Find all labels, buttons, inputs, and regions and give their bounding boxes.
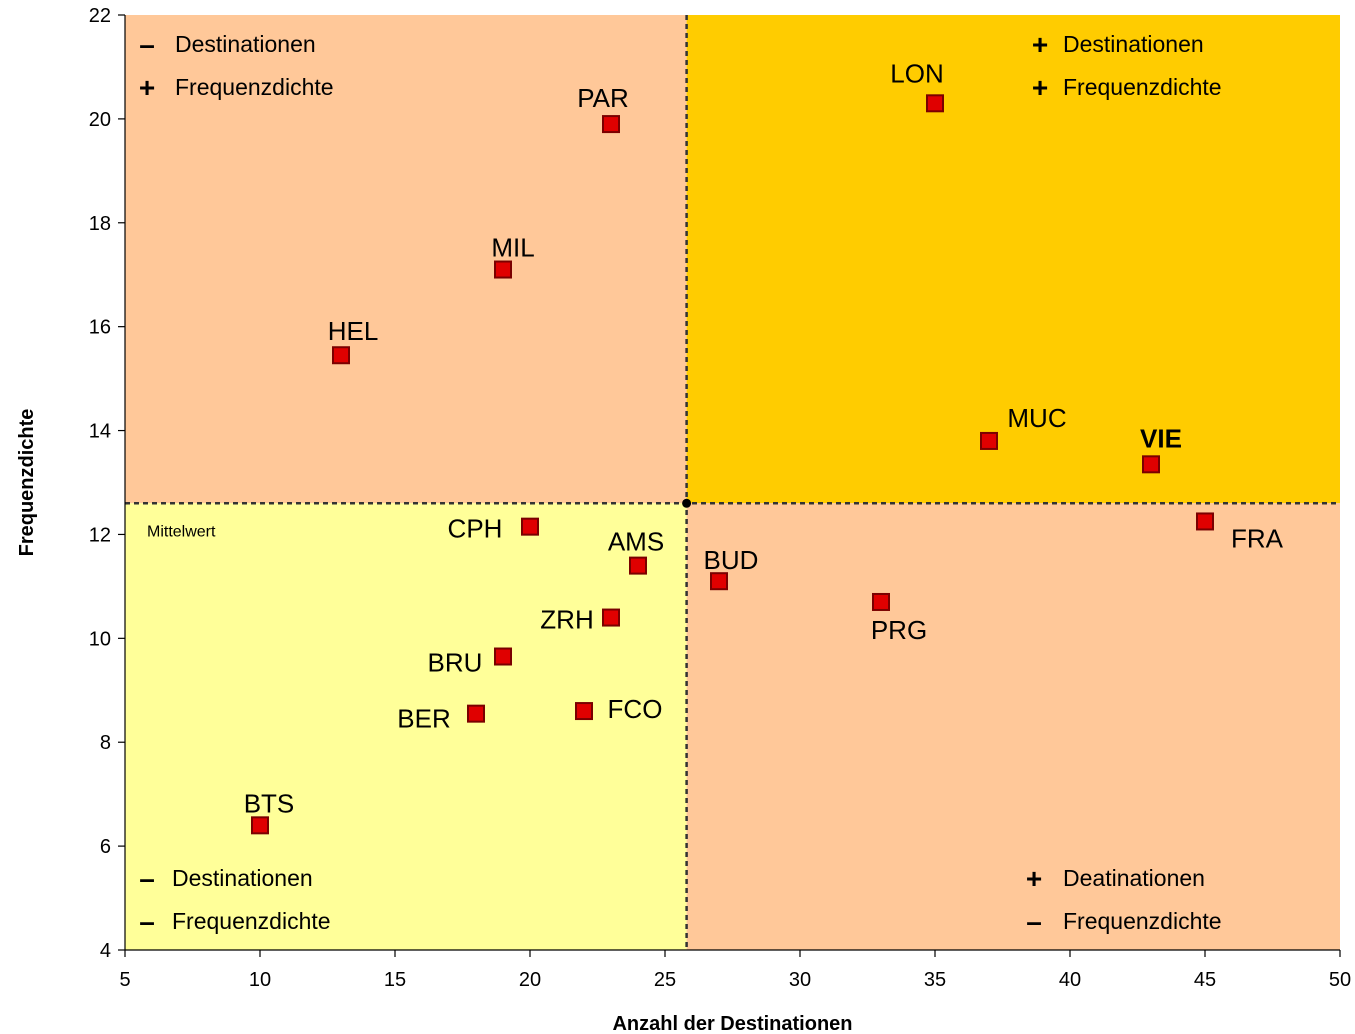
data-label-cph: CPH [448,514,503,544]
data-label-muc: MUC [1007,403,1066,433]
quadrant-sign: – [139,906,155,937]
data-marker-zrh [602,608,620,627]
x-axis-title: Anzahl der Destinationen [612,1013,852,1034]
data-marker-fco [575,702,593,721]
data-marker-bru [494,647,512,666]
y-axis-title: Frequenzdichte [16,409,38,557]
x-tick-label: 25 [654,969,676,991]
data-label-ber: BER [397,704,450,734]
data-label-fra: FRA [1231,523,1284,553]
quadrant-text: Deatinationen [1063,865,1205,891]
data-label-mil: MIL [491,233,534,263]
data-label-ams: AMS [608,527,664,557]
quadrant-sign: + [1026,863,1042,894]
data-label-fco: FCO [608,694,663,724]
y-tick-label: 16 [89,317,111,339]
y-tick-label: 12 [89,524,111,546]
y-tick-label: 10 [89,628,111,650]
data-marker-bts [251,816,269,835]
y-tick-label: 20 [89,109,111,131]
y-tick-label: 8 [100,732,111,754]
quadrant-text: Frequenzdichte [1063,74,1222,100]
x-tick-label: 5 [119,969,130,991]
data-marker-ams [629,556,647,575]
quadrant-sign: + [1032,72,1048,103]
quadrant-sign: + [139,72,155,103]
data-marker-lon [926,94,944,113]
quadrant-sign: – [1026,906,1042,937]
quadrant-bottom-right [686,503,1340,950]
data-label-bud: BUD [704,545,759,575]
mean-lines [125,15,1340,950]
data-label-bts: BTS [244,788,295,818]
y-tick-label: 6 [100,836,111,858]
x-tick-label: 30 [789,969,811,991]
x-tick-label: 20 [519,969,541,991]
axes: 5 10 15 20 25 30 35 40 45 50 4 6 8 10 12 14 16 18 20 22 [89,5,1351,991]
x-tick-label: 50 [1329,969,1351,991]
data-label-vie: VIE [1140,423,1182,453]
data-label-bru: BRU [428,648,483,678]
data-marker-fra [1196,512,1214,531]
quadrant-text: Frequenzdichte [1063,908,1222,934]
quadrant-bottom-left [125,503,687,950]
y-tick-label: 18 [89,213,111,235]
quadrant-text: Frequenzdichte [172,908,331,934]
data-marker-hel [332,346,350,365]
data-marker-mil [494,260,512,279]
x-tick-label: 15 [384,969,406,991]
data-marker-bud [710,572,728,591]
data-marker-par [602,115,620,134]
x-tick-label: 45 [1194,969,1216,991]
y-tick-label: 22 [89,5,111,27]
x-tick-label: 40 [1059,969,1081,991]
data-marker-cph [521,517,539,536]
quadrant-text: Destinationen [172,865,313,891]
quadrant-text: Destinationen [175,31,316,57]
data-label-zrh: ZRH [540,605,593,635]
quadrant-text: Destinationen [1063,31,1204,57]
quadrant-sign: – [139,29,155,60]
quadrant-annotations: – Destinationen+ Frequenzdichte+ Destinatio… [139,29,1222,937]
quadrant-sign: + [1032,29,1048,60]
data-marker-prg [872,592,890,611]
y-tick-label: 4 [100,940,111,962]
quadrant-sign: – [139,863,155,894]
quadrant-top-right [686,15,1340,504]
data-markers [251,94,1214,835]
data-marker-ber [467,704,485,723]
quadrant-text: Frequenzdichte [175,74,334,100]
data-labels: PAR LON MIL HEL MUC VIE FRA CPH AMS BUD PRG ZRH BRU B… [244,58,1284,818]
data-marker-vie [1142,455,1160,474]
data-marker-muc [980,431,998,450]
quadrant-top-left [125,15,687,504]
mean-label: Mittelwert [147,523,216,540]
mean-point [682,498,692,508]
x-tick-label: 10 [249,969,271,991]
x-tick-label: 35 [924,969,946,991]
y-tick-label: 14 [89,421,111,443]
data-label-prg: PRG [871,615,927,645]
data-label-par: PAR [577,83,629,113]
quadrant-backgrounds [125,15,1340,950]
data-label-lon: LON [890,58,943,88]
data-label-hel: HEL [328,316,379,346]
